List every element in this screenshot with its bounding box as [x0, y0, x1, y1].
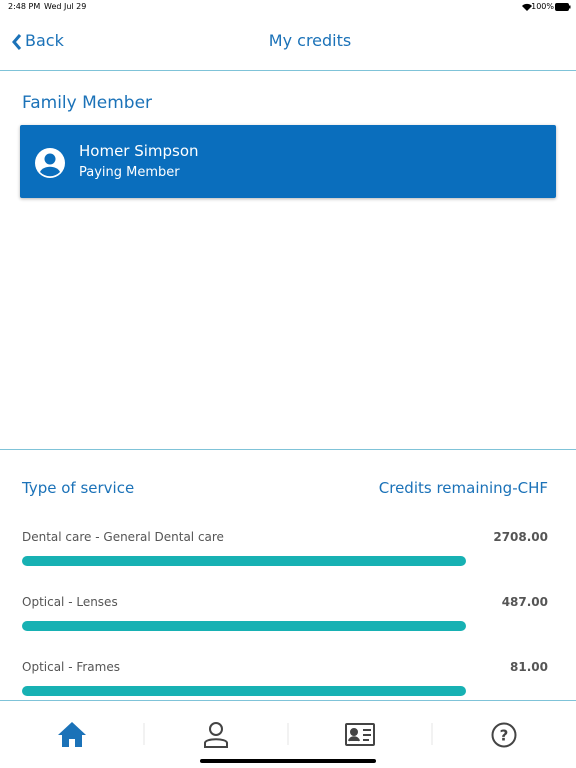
svg-text:?: ?: [500, 727, 509, 745]
section-heading: Family Member: [22, 93, 153, 113]
divider: [0, 449, 576, 450]
progress-bar: [22, 621, 466, 631]
progress-bar: [22, 686, 466, 696]
help-tab[interactable]: ?: [491, 722, 517, 748]
tab-bar: ?: [58, 722, 517, 763]
wifi-icon: [522, 3, 532, 11]
column-header: Credits remaining-CHF: [378, 479, 548, 497]
column-header: Type of service: [22, 479, 135, 497]
member-role: Paying Member: [79, 165, 180, 180]
home-tab[interactable]: [58, 722, 86, 747]
credit-amount: 2708.00: [493, 530, 548, 544]
service-name: Dental care - General Dental care: [22, 530, 224, 544]
service-name: Optical - Frames: [22, 660, 120, 674]
status-date: Wed Jul 29: [44, 2, 87, 11]
avatar-icon: [35, 148, 65, 178]
divider: [0, 70, 576, 71]
member-name: Homer Simpson: [79, 142, 199, 160]
battery-icon: [555, 3, 571, 11]
back-chevron[interactable]: [11, 33, 23, 51]
credit-amount: 81.00: [510, 660, 548, 674]
progress-bar: [22, 556, 466, 566]
profile-tab[interactable]: [204, 722, 228, 748]
page-title: My credits: [268, 31, 352, 50]
member-card[interactable]: Homer Simpson Paying Member: [20, 125, 556, 198]
home-indicator: [200, 759, 376, 763]
battery-text: 100%: [531, 2, 554, 11]
back-button[interactable]: Back: [25, 31, 64, 50]
card-tab[interactable]: [345, 723, 375, 746]
status-time: 2:48 PM: [8, 2, 41, 11]
divider: [0, 700, 576, 701]
service-name: Optical - Lenses: [22, 595, 118, 609]
credit-amount: 487.00: [501, 595, 548, 609]
